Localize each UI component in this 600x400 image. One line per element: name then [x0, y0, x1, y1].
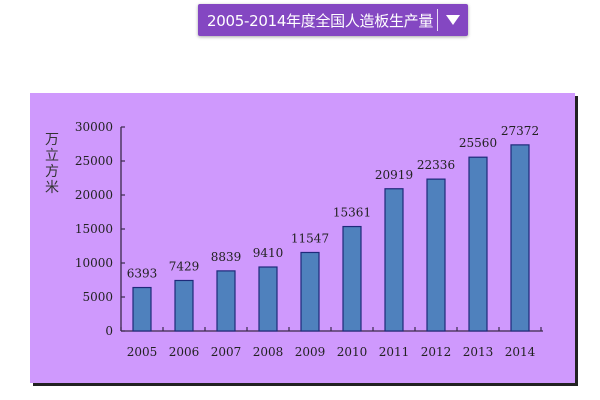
x-tick-label: 2008: [253, 345, 284, 359]
data-label: 11547: [291, 231, 329, 245]
bar-2012: [426, 178, 446, 332]
x-tick-label: 2009: [295, 345, 326, 359]
data-label: 27372: [501, 124, 539, 138]
data-label: 7429: [169, 259, 200, 273]
y-tick-label: 20000: [75, 188, 113, 202]
y-axis-label: 米: [45, 180, 59, 196]
bar-2009: [300, 251, 320, 332]
y-axis-label: 立: [45, 148, 59, 164]
data-label: 20919: [375, 168, 413, 182]
bar-2005: [132, 286, 152, 332]
x-tick-label: 2006: [169, 345, 200, 359]
y-tick-label: 0: [105, 324, 113, 338]
y-tick-label: 15000: [75, 222, 113, 236]
y-tick-label: 5000: [82, 290, 113, 304]
x-tick-label: 2007: [211, 345, 242, 359]
bar-2006: [174, 279, 194, 332]
chart-selector-dropdown[interactable]: 2005-2014年度全国人造板生产量: [198, 4, 468, 36]
bar-2014: [510, 144, 530, 332]
y-axis-label: 万: [45, 132, 59, 148]
data-label: 6393: [127, 267, 158, 281]
data-label: 9410: [253, 246, 284, 260]
data-label: 8839: [211, 250, 242, 264]
x-tick-label: 2014: [505, 345, 536, 359]
triangle-down-icon[interactable]: [438, 15, 468, 25]
bar-2010: [342, 225, 362, 332]
y-tick-label: 25000: [75, 154, 113, 168]
dropdown-separator: [437, 9, 438, 31]
data-label: 22336: [417, 158, 455, 172]
bar-2011: [384, 188, 404, 332]
bar-2013: [468, 156, 488, 332]
x-tick-label: 2010: [337, 345, 368, 359]
y-tick-label: 10000: [75, 256, 113, 270]
x-tick-label: 2011: [379, 345, 410, 359]
dropdown-label: 2005-2014年度全国人造板生产量: [207, 11, 434, 30]
chart-panel: 0 5000 10000 15000 20000 25000 30000 万立方米 6393 20…: [30, 93, 575, 383]
y-axis-label: 方: [45, 164, 59, 180]
x-tick-label: 2005: [127, 345, 158, 359]
x-tick-label: 2012: [421, 345, 452, 359]
data-label: 25560: [459, 136, 497, 150]
x-tick-label: 2013: [463, 345, 494, 359]
data-label: 15361: [333, 206, 371, 220]
y-tick-label: 30000: [75, 120, 113, 134]
bar-2007: [216, 270, 236, 332]
bar-2008: [258, 266, 278, 332]
